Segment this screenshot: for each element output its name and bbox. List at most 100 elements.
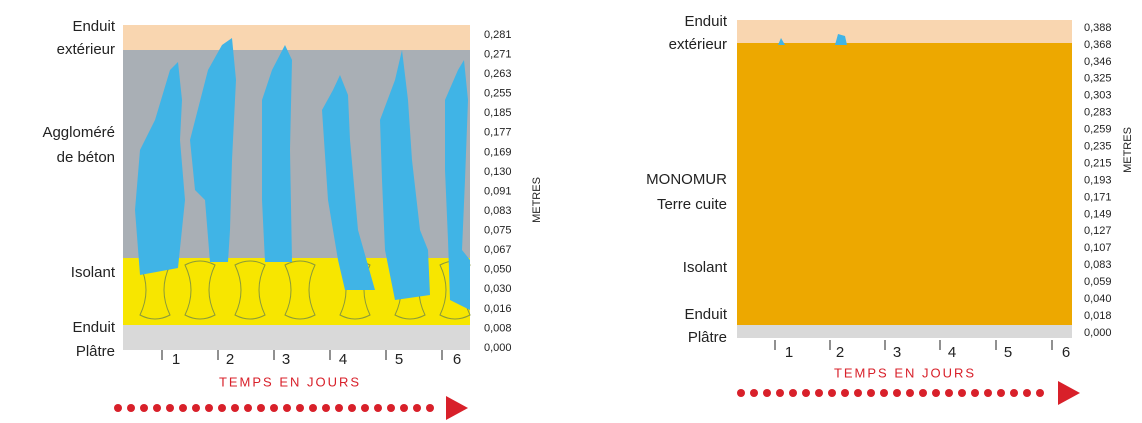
layer-label: Aggloméré <box>42 124 115 141</box>
scale-label: 0,325 <box>1084 73 1112 85</box>
arrow-dot <box>958 389 966 397</box>
arrow-dot <box>841 389 849 397</box>
arrow-dot <box>283 404 291 412</box>
layer-label: extérieur <box>669 36 727 53</box>
panel-1-layers <box>123 25 471 350</box>
scale-label: 0,193 <box>1084 174 1112 186</box>
day-label: 2 <box>836 344 844 361</box>
layer-label: Plâtre <box>76 343 115 360</box>
arrow-dot <box>984 389 992 397</box>
arrow-dot <box>945 389 953 397</box>
arrow-dot <box>140 404 148 412</box>
time-title: TEMPS EN JOURS <box>219 374 361 389</box>
moisture-zones <box>135 38 470 310</box>
arrow-dot <box>776 389 784 397</box>
scale-label: 0,008 <box>484 322 512 334</box>
arrow-dot <box>153 404 161 412</box>
scale-label: 0,127 <box>1084 225 1112 237</box>
layer-plaster <box>737 325 1072 338</box>
moisture-zones <box>778 34 847 45</box>
arrow-dot <box>828 389 836 397</box>
arrow-dot <box>166 404 174 412</box>
scale-label: 0,059 <box>1084 276 1112 288</box>
arrow-dot <box>789 389 797 397</box>
scale-label: 0,040 <box>1084 293 1112 305</box>
layer-plaster <box>123 325 470 350</box>
scale-label: 0,083 <box>1084 259 1112 271</box>
scale-label: 0,368 <box>1084 39 1112 51</box>
scale-label: 0,169 <box>484 146 512 158</box>
layer-label: Plâtre <box>688 329 727 346</box>
arrow-dot <box>348 404 356 412</box>
arrow-dot <box>750 389 758 397</box>
layer-label: Isolant <box>683 259 728 276</box>
scale-label: 0,107 <box>1084 242 1112 254</box>
arrow-dot <box>906 389 914 397</box>
scale-label: 0,255 <box>484 88 512 100</box>
scale-label: 0,030 <box>484 283 512 295</box>
layer-label: Enduit <box>72 18 115 35</box>
arrow-dot <box>802 389 810 397</box>
arrow-dot <box>387 404 395 412</box>
arrow-dot <box>322 404 330 412</box>
scale-label: 0,263 <box>484 68 512 80</box>
layer-brick <box>737 43 1072 325</box>
arrow-dot <box>919 389 927 397</box>
arrow-dot <box>127 404 135 412</box>
arrow-dot <box>270 404 278 412</box>
scale-label: 0,171 <box>1084 191 1112 203</box>
arrow-dot <box>854 389 862 397</box>
arrow-dot <box>880 389 888 397</box>
scale-label: 0,215 <box>1084 157 1112 169</box>
scale-label: 0,281 <box>484 29 512 41</box>
arrow-dot <box>374 404 382 412</box>
layer-label: de béton <box>57 149 115 166</box>
arrow-dot <box>296 404 304 412</box>
layer-label: Enduit <box>72 319 115 336</box>
layer-label: Enduit <box>684 306 727 323</box>
scale-unit: METRES <box>1122 127 1134 173</box>
scale-label: 0,303 <box>1084 90 1112 102</box>
arrow-dot <box>231 404 239 412</box>
arrow-dot <box>361 404 369 412</box>
day-label: 2 <box>226 351 234 368</box>
arrow-head <box>446 396 468 420</box>
arrow-dot <box>413 404 421 412</box>
arrow-dot <box>309 404 317 412</box>
day-label: 5 <box>1004 344 1012 361</box>
arrow-dot <box>114 404 122 412</box>
layer-label: Isolant <box>71 264 116 281</box>
arrow-dot <box>218 404 226 412</box>
arrow-dot <box>893 389 901 397</box>
scale-label: 0,018 <box>1084 310 1112 322</box>
day-label: 3 <box>282 351 290 368</box>
scale-label: 0,388 <box>1084 22 1112 34</box>
arrow-dot <box>205 404 213 412</box>
scale-label: 0,050 <box>484 264 512 276</box>
arrow-dot <box>400 404 408 412</box>
scale-label: 0,149 <box>1084 208 1112 220</box>
day-label: 3 <box>893 344 901 361</box>
layer-label: Enduit <box>684 13 727 30</box>
scale-label: 0,067 <box>484 244 512 256</box>
scale-label: 0,000 <box>484 342 512 354</box>
arrow-dot <box>971 389 979 397</box>
day-label: 4 <box>948 344 956 361</box>
scale-label: 0,075 <box>484 225 512 237</box>
arrow-dot <box>1036 389 1044 397</box>
arrow-dot <box>1010 389 1018 397</box>
scale-label: 0,259 <box>1084 124 1112 136</box>
arrow-dot <box>335 404 343 412</box>
layer-label: Terre cuite <box>657 196 727 213</box>
arrow-dot <box>179 404 187 412</box>
scale-label: 0,000 <box>1084 327 1112 339</box>
scale-label: 0,091 <box>484 185 512 197</box>
scale-label: 0,177 <box>484 127 512 139</box>
day-label: 6 <box>1062 344 1070 361</box>
time-title: TEMPS EN JOURS <box>834 365 976 380</box>
scale-label: 0,346 <box>1084 56 1112 68</box>
layer-render <box>123 25 470 50</box>
arrow-dot <box>1023 389 1031 397</box>
